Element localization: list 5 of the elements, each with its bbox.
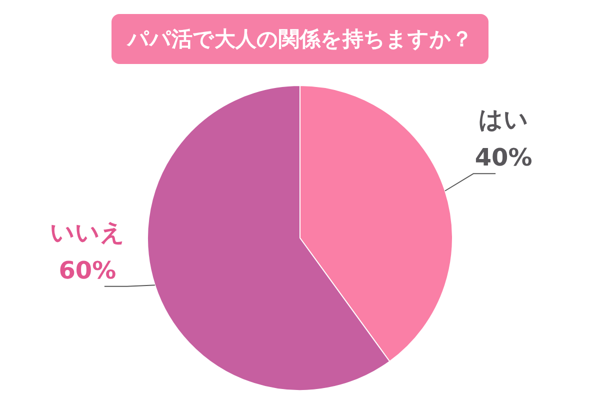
slice-label: はい <box>478 106 529 134</box>
data-label: 60% <box>58 256 116 284</box>
chart-title: パパ活で大人の関係を持ちますか？ <box>112 14 488 64</box>
data-label: 40% <box>474 144 532 172</box>
slice-label: いいえ <box>50 218 125 246</box>
